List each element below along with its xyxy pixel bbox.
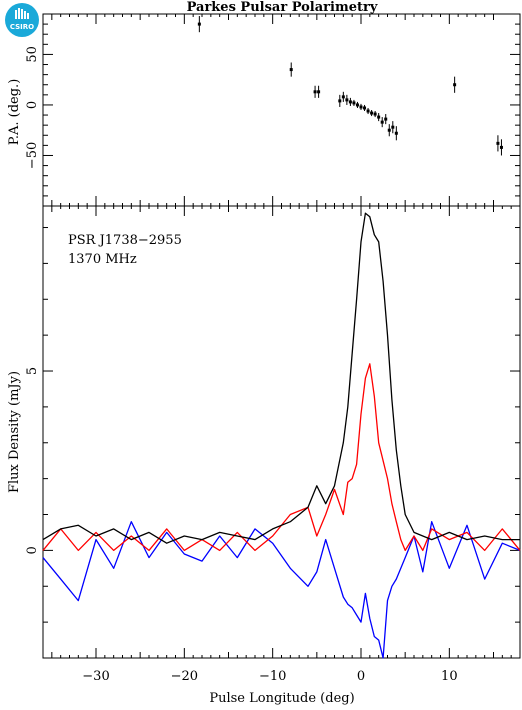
flux-ticks: −30 −20 −10 0 10 0 5	[25, 206, 521, 684]
pa-point	[348, 100, 352, 104]
pa-point	[499, 145, 503, 149]
flux-x-tick-label: −30	[82, 669, 109, 684]
pa-y-tick-label: −50	[25, 142, 40, 169]
flux-x-tick-label: 0	[357, 669, 365, 684]
pa-ylabel: P.A. (deg.)	[7, 79, 22, 146]
chart-title: Parkes Pulsar Polarimetry	[187, 0, 378, 15]
pa-point	[338, 99, 342, 103]
flux-lines	[42, 212, 521, 659]
csiro-logo-text: CSIRO	[10, 23, 34, 31]
linear-flux-line	[42, 363, 521, 552]
flux-y-tick-label: 0	[25, 546, 40, 554]
pa-point	[366, 109, 370, 113]
psr-name-annotation: PSR J1738−2955	[68, 233, 182, 248]
frequency-annotation: 1370 MHz	[68, 252, 137, 267]
pa-point	[355, 103, 359, 107]
pa-y-tick-label: 50	[25, 46, 40, 63]
pa-point	[453, 83, 457, 87]
flux-panel: −30 −20 −10 0 10 0 5 PSR J1738−2955 1370 MHz F…	[7, 205, 521, 706]
pa-point	[363, 106, 367, 110]
flux-x-tick-label: −20	[171, 669, 198, 684]
pa-point	[345, 98, 349, 102]
pa-point	[359, 105, 363, 109]
flux-panel-frame	[42, 205, 521, 659]
flux-y-tick-label: 5	[25, 367, 40, 375]
csiro-logo: CSIRO	[5, 3, 39, 37]
pa-point	[341, 95, 345, 99]
csiro-logo-circle	[5, 3, 39, 37]
pa-points	[197, 16, 503, 156]
total-flux-line	[42, 212, 520, 544]
flux-ylabel: Flux Density (mJy)	[7, 371, 22, 493]
pa-point	[289, 68, 293, 72]
pa-point	[496, 141, 500, 145]
pa-point	[370, 111, 374, 115]
pa-point	[317, 90, 321, 94]
circular-flux-line	[42, 521, 521, 659]
csiro-logo-bars-icon	[15, 8, 29, 19]
pa-point	[391, 125, 395, 129]
pa-panel: −50 0 50 P.A. (deg.)	[7, 13, 521, 207]
pa-point	[197, 22, 201, 26]
pa-point	[377, 115, 381, 119]
pa-point	[380, 120, 384, 124]
flux-xlabel: Pulse Longitude (deg)	[209, 691, 354, 706]
pa-point	[384, 117, 388, 121]
pa-point	[313, 90, 317, 94]
pa-ticks: −50 0 50	[25, 13, 520, 207]
pa-y-tick-label: 0	[25, 101, 40, 109]
flux-x-tick-label: −10	[259, 669, 286, 684]
pa-point	[373, 112, 377, 116]
pa-point	[394, 131, 398, 135]
flux-x-tick-label: 10	[441, 669, 458, 684]
pa-panel-frame	[42, 13, 521, 207]
pa-point	[352, 101, 356, 105]
pa-point	[387, 128, 391, 132]
